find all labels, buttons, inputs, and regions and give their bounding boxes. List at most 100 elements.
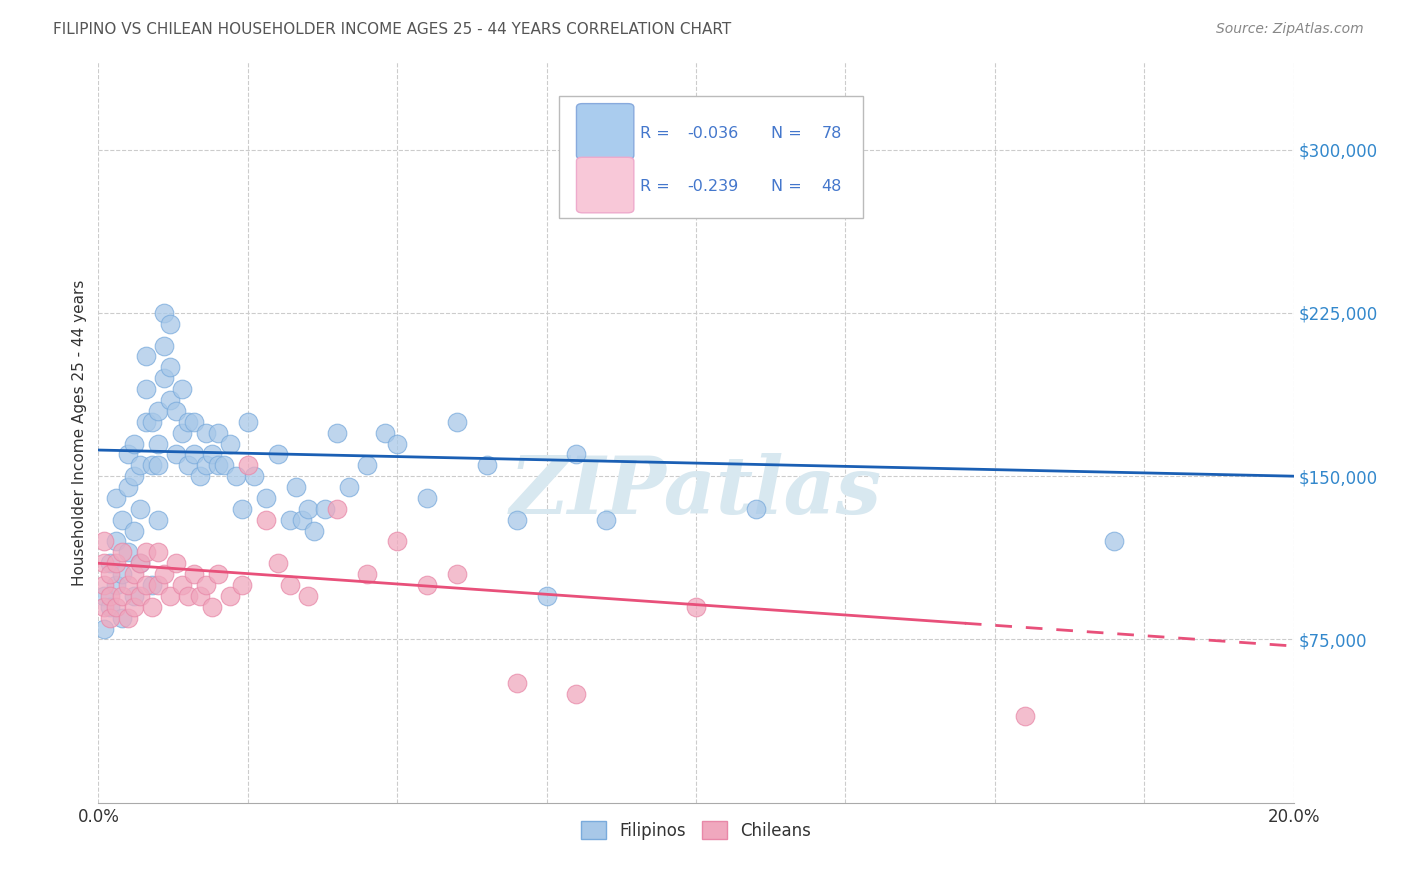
Point: [231, 501, 253, 516]
Point: [685, 599, 707, 614]
Point: [135, 578, 157, 592]
Point: [124, 567, 146, 582]
Point: [159, 392, 181, 407]
Point: [356, 458, 378, 473]
Point: [416, 578, 439, 592]
Point: [207, 458, 229, 473]
Point: [267, 556, 290, 570]
Point: [141, 458, 163, 473]
Point: [236, 415, 259, 429]
Point: [267, 447, 290, 461]
Point: [188, 469, 211, 483]
Point: [595, 513, 617, 527]
Point: [124, 589, 146, 603]
Point: [111, 513, 134, 527]
Point: [129, 501, 152, 516]
Point: [219, 436, 242, 450]
Point: [374, 425, 396, 440]
Text: N =: N =: [772, 179, 807, 194]
Point: [536, 589, 558, 603]
Point: [297, 589, 319, 603]
Point: [446, 415, 468, 429]
Text: FILIPINO VS CHILEAN HOUSEHOLDER INCOME AGES 25 - 44 YEARS CORRELATION CHART: FILIPINO VS CHILEAN HOUSEHOLDER INCOME A…: [53, 22, 731, 37]
Point: [177, 589, 200, 603]
Text: -0.036: -0.036: [688, 126, 740, 141]
Point: [207, 567, 229, 582]
Point: [297, 501, 319, 516]
Point: [183, 447, 205, 461]
Point: [135, 382, 157, 396]
Point: [98, 556, 122, 570]
Point: [148, 513, 170, 527]
Point: [93, 599, 115, 614]
Point: [745, 501, 768, 516]
Point: [135, 350, 157, 364]
Point: [506, 676, 529, 690]
Point: [416, 491, 439, 505]
Point: [117, 545, 139, 559]
Point: [165, 404, 187, 418]
Point: [148, 545, 170, 559]
Point: [141, 578, 163, 592]
Point: [93, 589, 115, 603]
Point: [124, 469, 146, 483]
Point: [129, 589, 152, 603]
Point: [105, 491, 128, 505]
Point: [326, 425, 349, 440]
Point: [111, 567, 134, 582]
Text: 78: 78: [821, 126, 842, 141]
Point: [98, 610, 122, 624]
Point: [315, 501, 337, 516]
Point: [565, 687, 588, 701]
Point: [105, 578, 128, 592]
Point: [201, 447, 224, 461]
Point: [284, 480, 307, 494]
Point: [117, 610, 139, 624]
Text: N =: N =: [772, 126, 807, 141]
Point: [177, 458, 200, 473]
Point: [506, 513, 529, 527]
Point: [254, 513, 277, 527]
Point: [1014, 708, 1036, 723]
Point: [105, 556, 128, 570]
Point: [172, 578, 194, 592]
Point: [188, 589, 211, 603]
Point: [225, 469, 247, 483]
Point: [201, 599, 224, 614]
Point: [93, 622, 115, 636]
Point: [565, 447, 588, 461]
Point: [129, 556, 152, 570]
Point: [195, 578, 218, 592]
Point: [278, 513, 301, 527]
Point: [98, 589, 122, 603]
Point: [135, 415, 157, 429]
Point: [93, 534, 115, 549]
Point: [148, 436, 170, 450]
Text: Source: ZipAtlas.com: Source: ZipAtlas.com: [1216, 22, 1364, 37]
Point: [141, 415, 163, 429]
Point: [124, 436, 146, 450]
Point: [148, 458, 170, 473]
Point: [236, 458, 259, 473]
Point: [446, 567, 468, 582]
Point: [93, 578, 115, 592]
Text: ZIPatlas: ZIPatlas: [510, 453, 882, 531]
Point: [117, 578, 139, 592]
Point: [212, 458, 235, 473]
Point: [148, 404, 170, 418]
Text: R =: R =: [640, 179, 675, 194]
Text: -0.239: -0.239: [688, 179, 740, 194]
Point: [98, 567, 122, 582]
Point: [135, 545, 157, 559]
Point: [165, 447, 187, 461]
Point: [129, 556, 152, 570]
Point: [1104, 534, 1126, 549]
Point: [111, 545, 134, 559]
Point: [159, 317, 181, 331]
Point: [195, 458, 218, 473]
Text: 48: 48: [821, 179, 842, 194]
Point: [111, 589, 134, 603]
Point: [117, 447, 139, 461]
Point: [98, 599, 122, 614]
Point: [219, 589, 242, 603]
